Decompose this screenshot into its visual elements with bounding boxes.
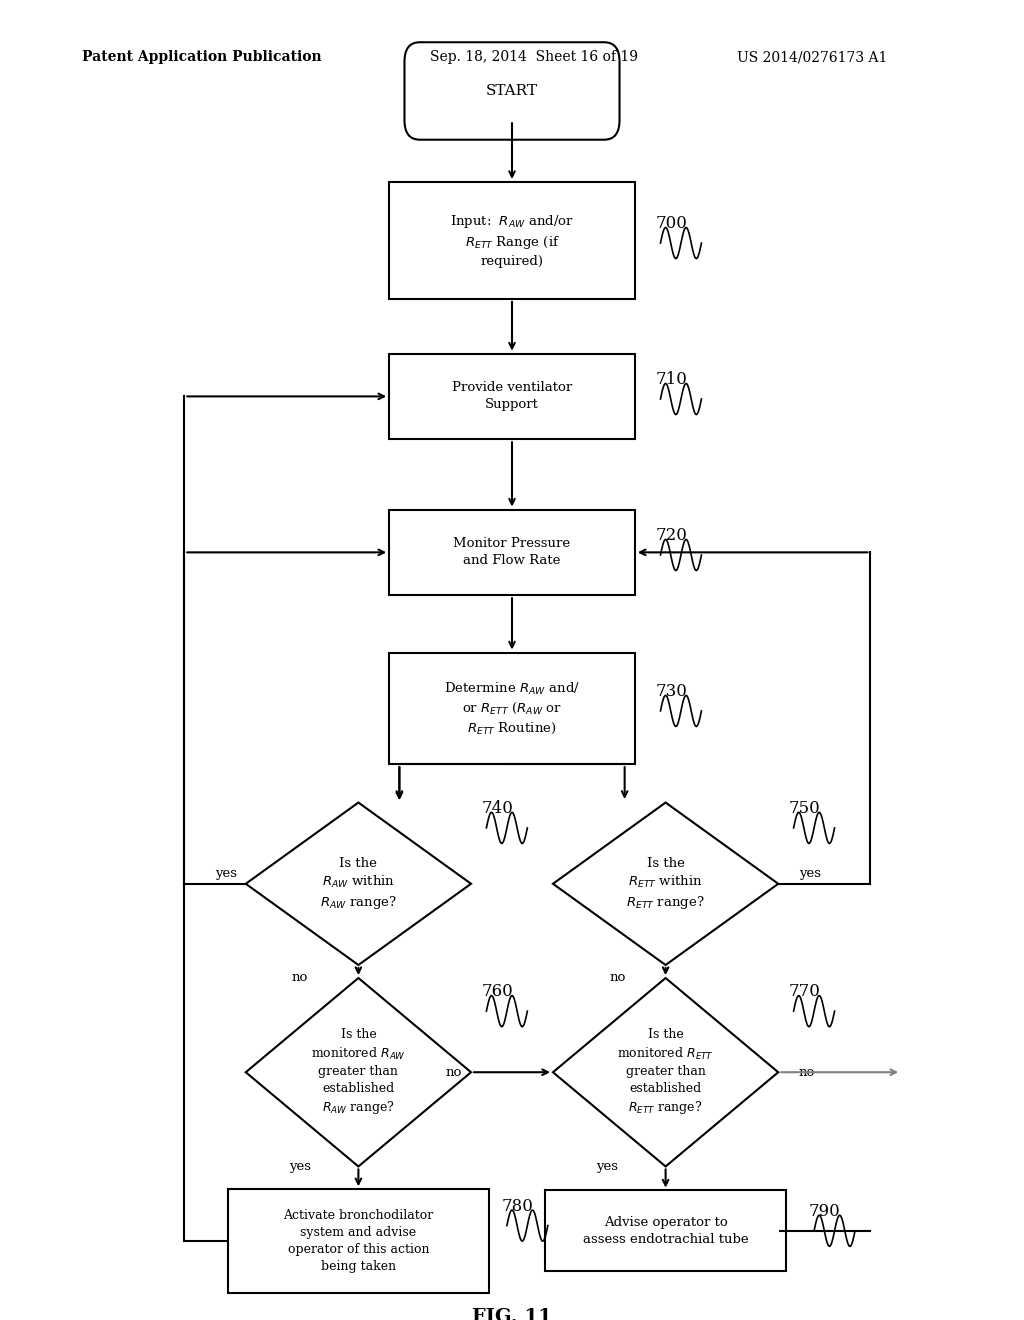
Text: Input:  $R_{AW}$ and/or
$R_{ETT}$ Range (if
required): Input: $R_{AW}$ and/or $R_{ETT}$ Range (… [450,213,574,268]
Text: US 2014/0276173 A1: US 2014/0276173 A1 [737,50,888,65]
Text: 730: 730 [655,682,687,700]
Polygon shape [553,978,778,1167]
Text: 700: 700 [655,215,687,232]
Text: FIG. 11: FIG. 11 [472,1308,552,1320]
Text: Determine $R_{AW}$ and/
or $R_{ETT}$ ($R_{AW}$ or
$R_{ETT}$ Routine): Determine $R_{AW}$ and/ or $R_{ETT}$ ($R… [444,681,580,737]
Text: 780: 780 [502,1197,534,1214]
Text: Provide ventilator
Support: Provide ventilator Support [452,381,572,412]
FancyBboxPatch shape [227,1189,489,1294]
Polygon shape [246,803,471,965]
Text: Patent Application Publication: Patent Application Publication [82,50,322,65]
Text: yes: yes [215,867,237,880]
Text: yes: yes [289,1160,310,1172]
Polygon shape [553,803,778,965]
Text: no: no [292,972,308,985]
Text: Is the
monitored $R_{AW}$
greater than
established
$R_{AW}$ range?: Is the monitored $R_{AW}$ greater than e… [311,1028,406,1115]
Text: yes: yes [596,1160,617,1172]
Text: no: no [799,1067,815,1080]
Text: Sep. 18, 2014  Sheet 16 of 19: Sep. 18, 2014 Sheet 16 of 19 [430,50,638,65]
FancyBboxPatch shape [404,42,620,140]
Text: Advise operator to
assess endotrachial tube: Advise operator to assess endotrachial t… [583,1216,749,1246]
Text: 770: 770 [788,983,820,1001]
Text: Is the
$R_{AW}$ within
$R_{AW}$ range?: Is the $R_{AW}$ within $R_{AW}$ range? [319,857,397,911]
FancyBboxPatch shape [545,1191,786,1271]
Text: 750: 750 [788,800,820,817]
Text: 760: 760 [481,983,513,1001]
FancyBboxPatch shape [389,354,635,438]
Text: Is the
monitored $R_{ETT}$
greater than
established
$R_{ETT}$ range?: Is the monitored $R_{ETT}$ greater than … [617,1028,714,1115]
Polygon shape [246,978,471,1167]
FancyBboxPatch shape [389,182,635,298]
Text: 720: 720 [655,527,687,544]
Text: Is the
$R_{ETT}$ within
$R_{ETT}$ range?: Is the $R_{ETT}$ within $R_{ETT}$ range? [627,857,705,911]
Text: Activate bronchodilator
system and advise
operator of this action
being taken: Activate bronchodilator system and advis… [284,1209,433,1274]
FancyBboxPatch shape [389,510,635,594]
FancyBboxPatch shape [389,653,635,763]
Text: no: no [445,1067,462,1080]
Text: Monitor Pressure
and Flow Rate: Monitor Pressure and Flow Rate [454,537,570,568]
Text: 710: 710 [655,371,687,388]
Text: 740: 740 [481,800,513,817]
Text: no: no [609,972,626,985]
Text: yes: yes [799,867,820,880]
Text: START: START [486,84,538,98]
Text: 790: 790 [809,1203,841,1220]
